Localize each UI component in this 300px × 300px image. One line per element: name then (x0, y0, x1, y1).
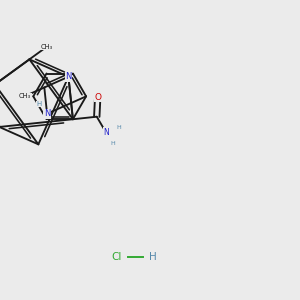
Text: O: O (94, 92, 101, 101)
Text: Cl: Cl (112, 251, 122, 262)
Text: H: H (36, 101, 41, 107)
Text: CH₃: CH₃ (19, 93, 31, 99)
Text: CH₃: CH₃ (40, 44, 52, 50)
Text: N: N (65, 72, 72, 81)
Text: H: H (110, 141, 115, 146)
Text: H: H (116, 125, 121, 130)
Text: H: H (149, 251, 157, 262)
Text: N: N (44, 109, 50, 118)
Text: N: N (103, 128, 109, 137)
